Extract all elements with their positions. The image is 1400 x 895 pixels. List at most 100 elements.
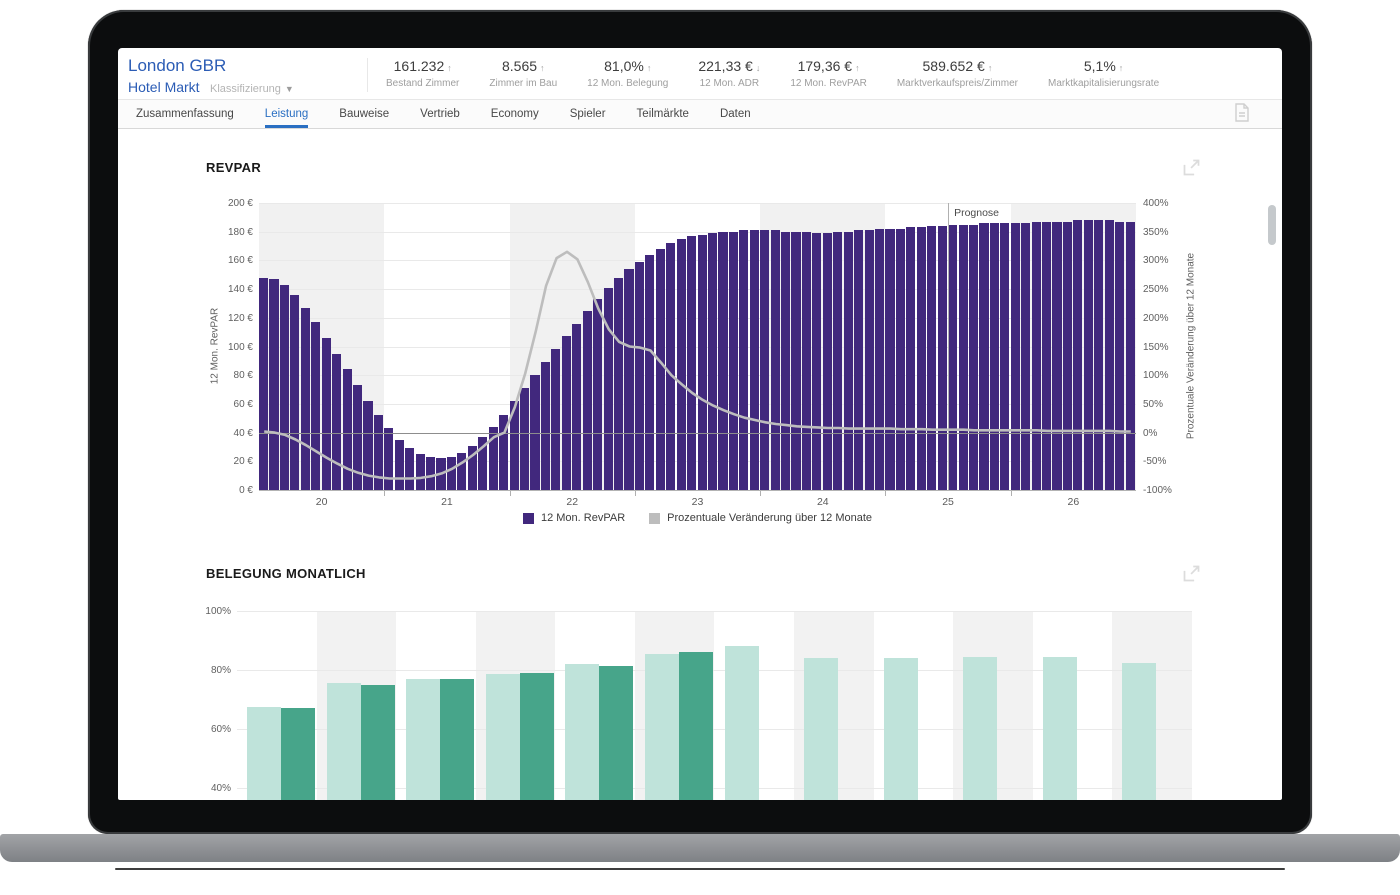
right-axis-tick: 0% — [1143, 427, 1158, 439]
revpar-bar — [1094, 220, 1104, 490]
occupancy-bar-dark — [360, 684, 395, 800]
revpar-bar — [885, 228, 895, 490]
kpi-item: 179,36 € ↑ 12 Mon. RevPAR — [790, 58, 867, 89]
left-axis-tick: 0 € — [239, 485, 253, 496]
revpar-bar — [363, 401, 373, 490]
legend-item-revpar-series: 12 Mon. RevPAR — [522, 512, 625, 524]
revpar-bar — [478, 436, 488, 490]
x-axis-year-label: 23 — [691, 496, 704, 508]
revpar-bar — [572, 323, 582, 490]
trend-up-icon: ↑ — [1118, 63, 1124, 73]
revpar-bar — [874, 228, 885, 490]
revpar-bar — [801, 231, 812, 490]
revpar-bar — [895, 228, 905, 490]
occupancy-bar-light — [406, 678, 441, 800]
tab-spieler[interactable]: Spieler — [569, 108, 606, 120]
kpi-value: 589.652 € ↑ — [922, 58, 993, 74]
revpar-bar — [718, 231, 728, 490]
percent-change-line — [264, 250, 1131, 480]
kpi-value: 161.232 ↑ — [393, 58, 452, 74]
occupancy-bar-light — [1042, 656, 1077, 800]
left-axis-tick: 40 € — [233, 427, 253, 439]
kpi-item: 221,33 € ↓ 12 Mon. ADR — [698, 58, 760, 89]
x-axis-tick — [760, 491, 762, 496]
revpar-bar — [321, 337, 331, 490]
occupancy-plot — [237, 611, 1192, 800]
revpar-bar — [979, 223, 989, 490]
left-axis-tick: 160 € — [227, 255, 253, 267]
revpar-bar — [488, 426, 498, 490]
gridline — [237, 670, 1192, 671]
revpar-bar — [634, 261, 644, 490]
kpi-item: 589.652 € ↑ Marktverkaufspreis/Zimmer — [897, 58, 1018, 89]
revpar-bar — [582, 310, 592, 490]
occupancy-axis-tick: 60% — [210, 724, 231, 735]
occupancy-bar-light — [724, 646, 759, 800]
tab-economy[interactable]: Economy — [490, 108, 539, 120]
occupancy-bar-light — [485, 674, 520, 800]
revpar-bar — [739, 230, 749, 490]
classification-dropdown[interactable]: Klassifizierung ▼ — [210, 83, 294, 95]
right-axis-tick: -50% — [1143, 456, 1167, 468]
x-axis-year-label: 22 — [566, 496, 579, 508]
right-axis-tick: 50% — [1143, 398, 1164, 410]
revpar-bar — [1052, 221, 1062, 490]
revpar-bar — [259, 277, 269, 490]
market-subtitle: Hotel Markt — [128, 79, 200, 95]
scrollbar-thumb[interactable] — [1268, 205, 1276, 245]
revpar-bar — [415, 454, 425, 490]
revpar-bar — [300, 307, 310, 490]
kpi-label: 12 Mon. ADR — [699, 78, 760, 89]
revpar-bar — [781, 231, 791, 490]
kpi-item: 5,1% ↑ Marktkapitalisierungsrate — [1048, 58, 1159, 89]
tab-daten[interactable]: Daten — [719, 108, 751, 120]
document-icon[interactable] — [1234, 103, 1250, 122]
trend-up-icon: ↑ — [646, 63, 652, 73]
expand-icon[interactable] — [1181, 563, 1202, 584]
revpar-bar — [509, 401, 519, 490]
revpar-bar — [645, 254, 655, 490]
revpar-bar — [937, 225, 947, 490]
occupancy-bar-light — [247, 706, 281, 800]
tab-vertrieb[interactable]: Vertrieb — [420, 108, 460, 120]
kpi-label: Zimmer im Bau — [489, 78, 558, 89]
revpar-bar — [352, 385, 363, 490]
occupancy-bar-light — [565, 664, 600, 800]
revpar-bar — [1042, 221, 1052, 490]
tab-teilmärkte[interactable]: Teilmärkte — [636, 108, 689, 120]
occupancy-bar-dark — [678, 652, 713, 800]
header-divider — [367, 58, 368, 92]
revpar-right-axis-title: Prozentuale Veränderung über 12 Monate — [1185, 252, 1197, 440]
zero-percent-line — [259, 432, 1136, 434]
revpar-bar — [906, 227, 916, 490]
tab-bauweise[interactable]: Bauweise — [339, 108, 390, 120]
kpi-label: 12 Mon. Belegung — [587, 78, 669, 89]
revpar-bar — [1010, 223, 1020, 490]
tab-zusammenfassung[interactable]: Zusammenfassung — [136, 108, 234, 120]
trend-up-icon: ↑ — [987, 63, 993, 73]
x-axis-year-label: 25 — [942, 496, 954, 508]
kpi-label: Marktkapitalisierungsrate — [1047, 78, 1160, 89]
trend-down-icon: ↓ — [755, 63, 761, 73]
occupancy-bar-dark — [440, 678, 475, 800]
x-axis-year-label: 21 — [441, 496, 453, 508]
tab-leistung[interactable]: Leistung — [264, 100, 309, 128]
revpar-bar — [1115, 221, 1125, 490]
revpar-bar — [655, 248, 665, 490]
left-axis-tick: 180 € — [227, 226, 253, 238]
occupancy-bar-dark — [281, 708, 315, 800]
revpar-bar — [593, 299, 603, 490]
revpar-bar — [728, 231, 738, 490]
occupancy-bar-dark — [599, 665, 634, 800]
classification-label: Klassifizierung — [210, 83, 281, 95]
revpar-bar — [446, 457, 457, 490]
expand-icon[interactable] — [1181, 157, 1202, 178]
right-axis-tick: 350% — [1143, 226, 1169, 238]
kpi-item: 8.565 ↑ Zimmer im Bau — [489, 58, 557, 89]
revpar-bar — [624, 269, 634, 490]
right-axis-tick: 400% — [1143, 198, 1169, 209]
right-axis-tick: 150% — [1143, 341, 1169, 353]
forecast-label: Prognose — [949, 205, 1005, 222]
revpar-bar — [1083, 220, 1093, 490]
